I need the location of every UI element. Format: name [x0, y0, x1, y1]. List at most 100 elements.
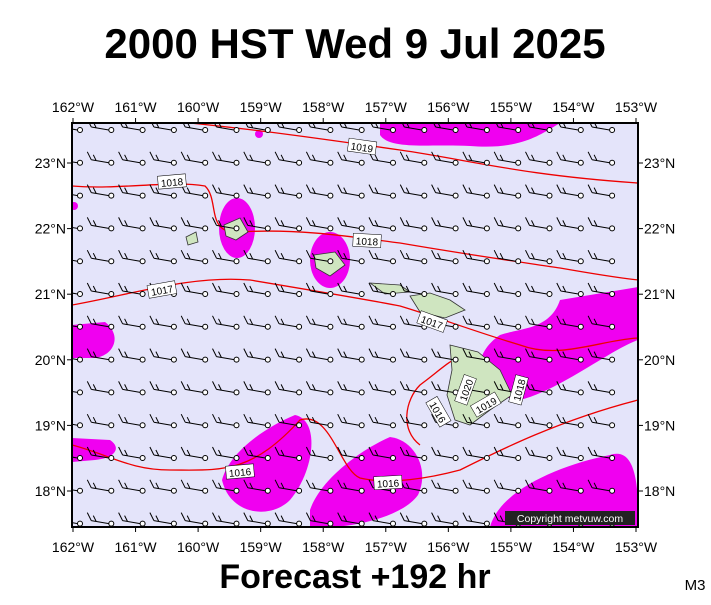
- station: [108, 258, 115, 265]
- wind-barb: [431, 479, 454, 492]
- station: [139, 159, 146, 166]
- station: [202, 487, 209, 494]
- wind-barb: [212, 217, 235, 229]
- wind-barb: [274, 413, 297, 426]
- wind-barb: [556, 217, 579, 229]
- wind-barb: [556, 282, 579, 295]
- wind-barb: [86, 315, 109, 328]
- station: [483, 520, 490, 527]
- wind-barb: [213, 123, 235, 131]
- station: [390, 455, 396, 461]
- wind-barb: [212, 381, 235, 393]
- lat-label-right: 19°N: [644, 417, 675, 433]
- station: [202, 225, 209, 232]
- wind-barb: [180, 217, 203, 229]
- wind-barb: [525, 151, 548, 164]
- station: [264, 192, 271, 199]
- wind-barb: [212, 413, 235, 426]
- wind-barb: [149, 479, 172, 492]
- wind-barb: [493, 184, 516, 197]
- lon-label-top: 153°W: [615, 99, 658, 115]
- wind-barb: [493, 413, 516, 426]
- station: [233, 225, 240, 232]
- wind-barb: [151, 123, 172, 131]
- isobar-label: 1018: [161, 177, 185, 190]
- lon-label-bottom: 160°W: [177, 539, 220, 555]
- wind-barb: [180, 512, 203, 525]
- station: [139, 422, 146, 429]
- station: [390, 389, 396, 396]
- station: [202, 323, 209, 330]
- wind-barb: [305, 348, 328, 361]
- station: [108, 389, 115, 396]
- wind-barb: [86, 512, 109, 525]
- wind-barb: [180, 381, 203, 393]
- wind-barb: [431, 512, 454, 525]
- wind-barb: [307, 123, 328, 131]
- wind-barb: [558, 123, 579, 131]
- lon-label-bottom: 162°W: [52, 539, 95, 555]
- wind-barb: [149, 413, 172, 426]
- station: [170, 487, 177, 494]
- isobar-label: 1016: [377, 478, 400, 490]
- station: [327, 455, 334, 461]
- wind-barb: [243, 446, 266, 459]
- station: [296, 323, 303, 330]
- station: [327, 520, 334, 527]
- axis-labels: 162°W 162°W 161°W 161°W 160°W 160°W 159°W 159°W…: [35, 99, 676, 555]
- station: [108, 323, 115, 330]
- wind-barb: [243, 282, 266, 295]
- wind-barb: [525, 184, 548, 197]
- wind-barb: [368, 184, 391, 197]
- lat-label-left: 21°N: [35, 286, 66, 302]
- lat-label-right: 21°N: [644, 286, 675, 302]
- wind-barb: [243, 348, 266, 361]
- wind-barb: [337, 151, 360, 164]
- station: [609, 192, 616, 199]
- lon-label-top: 160°W: [177, 99, 220, 115]
- station: [108, 422, 115, 429]
- station: [139, 455, 146, 461]
- station: [358, 389, 365, 396]
- station: [108, 159, 115, 166]
- station: [327, 422, 334, 429]
- station: [358, 520, 365, 527]
- station: [233, 520, 240, 527]
- wind-barb: [86, 151, 109, 164]
- wind-barb: [493, 348, 516, 361]
- station: [390, 192, 396, 199]
- wind-barb: [86, 184, 109, 197]
- wind-barb: [180, 479, 203, 492]
- wind-barb: [556, 413, 579, 426]
- wind-barb: [86, 348, 109, 361]
- wind-barb: [399, 249, 422, 262]
- wind-barb: [72, 259, 78, 262]
- station: [515, 159, 522, 166]
- station: [452, 323, 459, 330]
- station: [546, 225, 553, 232]
- wind-barb: [305, 512, 328, 525]
- station: [296, 356, 303, 363]
- wind-barb: [212, 512, 235, 525]
- lon-label-bottom: 156°W: [427, 539, 470, 555]
- station: [421, 422, 428, 429]
- station: [233, 323, 240, 330]
- lon-label-bottom: 159°W: [240, 539, 283, 555]
- wind-barb: [431, 151, 454, 164]
- station: [202, 159, 209, 166]
- wind-barb: [431, 184, 454, 197]
- wind-barb: [337, 512, 360, 525]
- station: [233, 291, 240, 297]
- wind-barb: [305, 446, 328, 459]
- wind-barb: [368, 413, 391, 426]
- wind-barbs: [72, 123, 616, 527]
- wind-barb: [212, 446, 235, 459]
- wind-barb: [212, 282, 235, 295]
- station: [233, 422, 240, 429]
- wind-barb: [462, 151, 485, 164]
- station: [609, 127, 616, 133]
- wind-barb: [118, 315, 141, 328]
- station: [515, 225, 522, 232]
- wind-barb: [337, 413, 360, 426]
- isobar-label: 1019: [350, 141, 374, 155]
